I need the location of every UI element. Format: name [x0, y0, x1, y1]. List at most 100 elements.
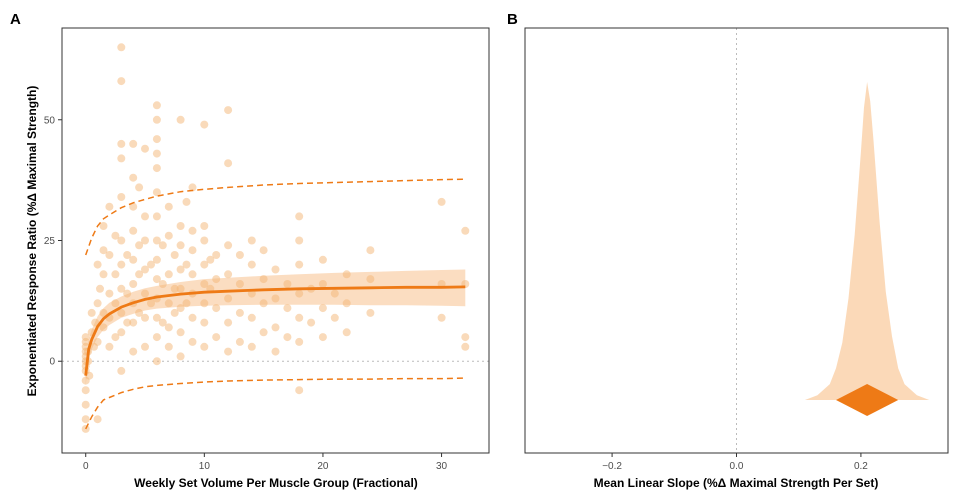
data-point: [176, 241, 185, 250]
data-point: [182, 299, 191, 308]
x-axis-ticks-b: −0.2 0.0 0.2: [602, 453, 868, 472]
data-point: [129, 347, 138, 356]
data-point: [271, 347, 280, 356]
data-point: [318, 304, 327, 313]
data-point: [164, 342, 173, 351]
data-point: [152, 357, 161, 366]
data-point: [283, 333, 292, 342]
data-point: [295, 289, 304, 298]
data-point: [271, 294, 280, 303]
data-point: [259, 328, 268, 337]
data-point: [135, 308, 144, 317]
x-tick-label: −0.2: [602, 461, 622, 472]
plot-area-a: [81, 43, 470, 433]
y-tick-label: 25: [44, 236, 56, 247]
data-point: [182, 197, 191, 206]
data-point: [152, 333, 161, 342]
data-point: [141, 236, 149, 245]
interval-diamond: [836, 384, 899, 416]
data-point: [235, 308, 244, 317]
data-point: [330, 313, 339, 322]
data-point: [212, 275, 221, 284]
data-point: [224, 294, 233, 303]
prediction-interval-lower: [85, 377, 466, 430]
data-point: [176, 284, 185, 293]
data-point: [224, 270, 233, 279]
data-point: [235, 337, 244, 346]
data-point: [318, 255, 327, 264]
data-point: [152, 313, 161, 322]
data-point: [141, 313, 149, 322]
data-point: [224, 318, 233, 327]
data-point: [271, 265, 280, 274]
data-point: [117, 193, 126, 201]
data-point: [99, 270, 108, 279]
data-point: [117, 308, 126, 317]
data-point: [271, 323, 280, 332]
y-tick-label: 0: [49, 357, 55, 368]
data-point: [152, 135, 161, 144]
prediction-interval-upper: [84, 178, 466, 256]
data-point: [188, 226, 197, 235]
data-point: [206, 255, 215, 264]
data-point: [141, 342, 149, 351]
data-point: [129, 202, 138, 211]
data-point: [235, 251, 244, 259]
data-point: [117, 284, 126, 293]
data-point: [259, 299, 268, 308]
data-point: [158, 280, 167, 288]
data-point: [176, 265, 185, 274]
data-point: [129, 139, 138, 148]
data-point: [141, 265, 149, 274]
x-axis-ticks-a: 0 10 20 30: [83, 453, 448, 472]
data-point: [117, 260, 126, 269]
data-point: [366, 308, 375, 317]
data-point: [283, 304, 292, 313]
data-point: [152, 188, 161, 197]
data-point: [123, 289, 132, 298]
data-point: [129, 255, 138, 264]
data-point: [342, 328, 351, 337]
data-point: [152, 275, 161, 284]
data-point: [152, 149, 161, 158]
data-point: [152, 212, 161, 221]
data-point: [461, 342, 470, 351]
data-point: [247, 342, 256, 351]
data-point: [99, 308, 108, 317]
data-point: [259, 275, 268, 284]
data-point: [212, 251, 221, 259]
data-point: [164, 299, 173, 308]
data-point: [91, 318, 100, 327]
data-point: [200, 342, 209, 351]
data-point: [247, 260, 256, 269]
data-point: [152, 115, 161, 124]
data-point: [461, 226, 470, 235]
data-point: [235, 280, 244, 288]
x-tick-label: 0: [83, 461, 89, 472]
data-point: [129, 173, 138, 182]
data-point: [164, 202, 173, 211]
data-point: [141, 289, 149, 298]
data-point: [81, 333, 90, 342]
x-axis-title-a: Weekly Set Volume Per Muscle Group (Frac…: [134, 476, 418, 490]
data-point: [318, 280, 327, 288]
x-tick-label: 0.2: [854, 461, 868, 472]
data-point: [147, 299, 155, 308]
data-point: [200, 280, 209, 288]
data-point: [176, 222, 185, 230]
data-point: [200, 120, 209, 129]
data-point: [259, 246, 268, 255]
data-point: [87, 308, 96, 317]
data-point: [105, 342, 114, 351]
data-point: [129, 226, 138, 235]
data-point: [295, 212, 304, 221]
data-point: [224, 106, 233, 115]
panel-b: B −0.2 0.0 0.2 Mean Linear Slope (%Δ Maxim…: [507, 11, 949, 490]
data-point: [188, 337, 197, 346]
x-tick-label: 30: [436, 461, 448, 472]
data-point: [176, 304, 185, 313]
data-point: [93, 299, 102, 308]
y-axis-title-a: Exponentiated Response Ratio (%Δ Maximal…: [25, 86, 39, 397]
data-point: [247, 313, 256, 322]
